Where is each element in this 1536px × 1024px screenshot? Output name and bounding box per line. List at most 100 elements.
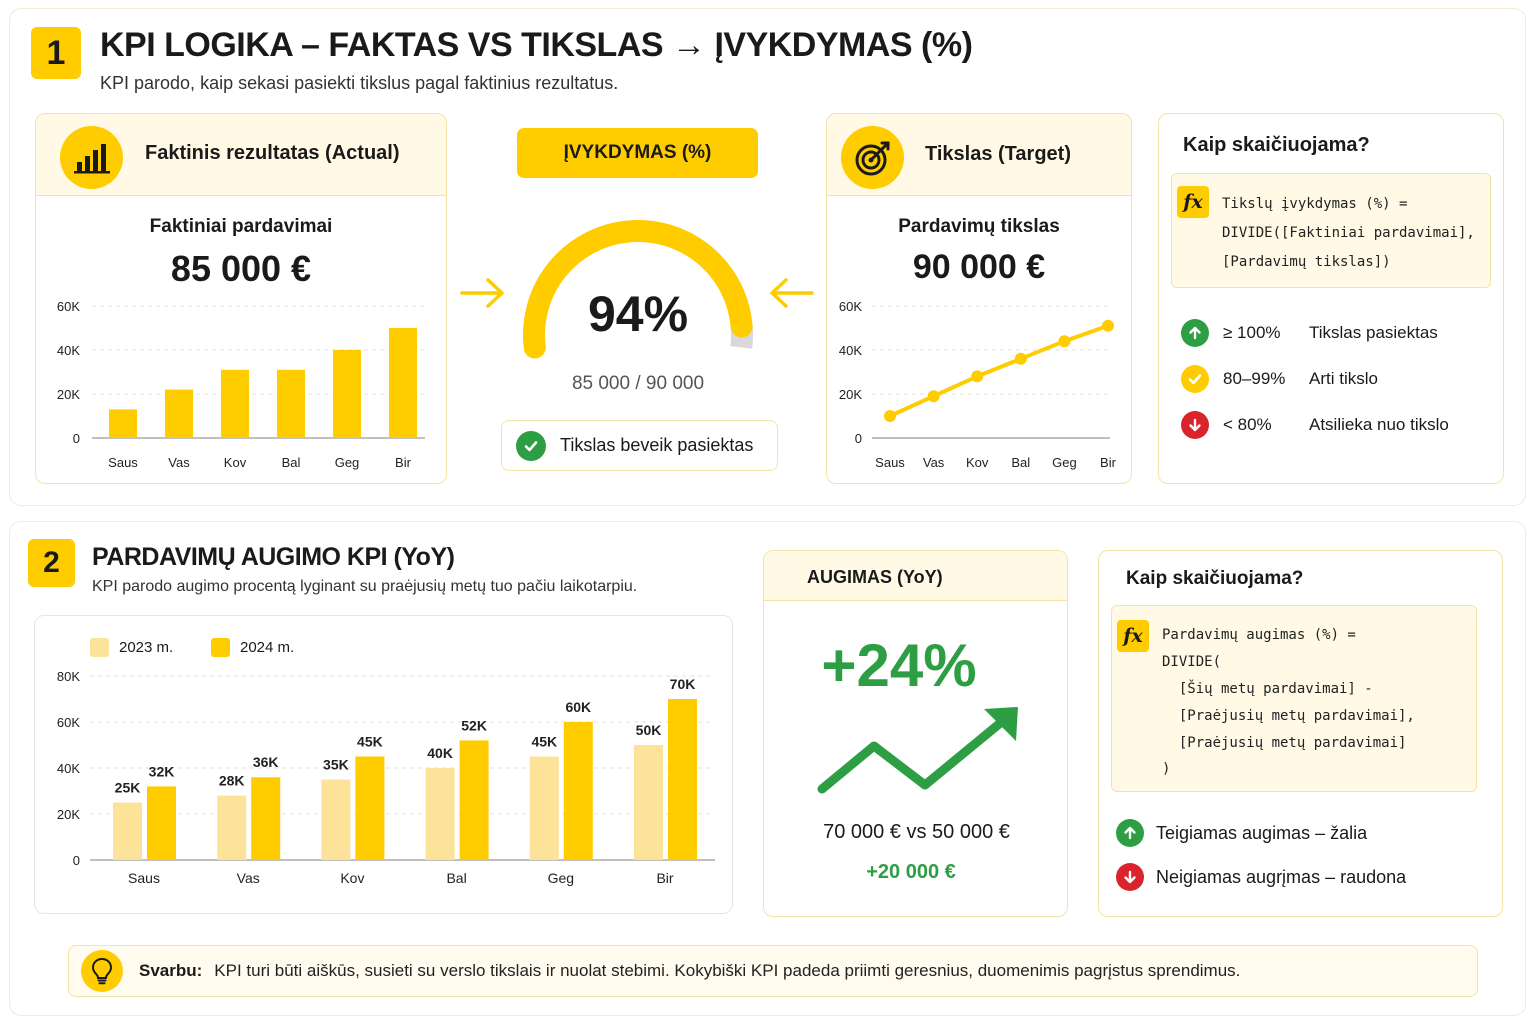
legend-swatch-2024	[211, 638, 230, 657]
data-point	[1014, 352, 1027, 365]
arrow-right-icon	[460, 278, 504, 308]
fulfillment-badge: ĮVYKDYMAS (%)	[517, 128, 758, 178]
x-tick-label: Vas	[923, 455, 945, 470]
data-point	[1058, 335, 1071, 348]
lightbulb-icon	[81, 950, 123, 992]
formula-line: DIVIDE([Faktiniai pardavimai],	[1222, 225, 1475, 241]
formula-line: [Pardavimų tikslas])	[1222, 254, 1391, 270]
formula-line: [Šių metų pardavimai] -	[1162, 681, 1373, 697]
legend-text: Tikslas pasiektas	[1309, 323, 1438, 342]
legend-text: Teigiamas augimas – žalia	[1156, 822, 1368, 843]
growth-diff: +20 000 €	[866, 861, 956, 883]
bar	[425, 768, 455, 860]
fulfillment-percent: 94%	[587, 286, 689, 342]
data-label: 52K	[461, 717, 487, 733]
legend-label-2024: 2024 m.	[240, 639, 295, 656]
data-label: 25K	[115, 780, 141, 796]
legend-text: Arti tikslo	[1309, 369, 1378, 388]
target-icon	[841, 126, 904, 189]
x-tick-label: Geg	[548, 870, 574, 886]
formula-line: Pardavimų augimas (%) =	[1162, 627, 1356, 643]
bar	[634, 745, 663, 860]
x-tick-label: Saus	[128, 870, 160, 886]
data-point	[1102, 319, 1114, 332]
actual-value: 85 000 €	[170, 248, 312, 289]
y-tick-label: 0	[855, 431, 862, 446]
arrow-down-icon	[1181, 411, 1209, 439]
y-tick-label: 0	[73, 853, 80, 868]
y-tick-label: 40K	[57, 761, 80, 776]
function-icon: fx	[1177, 186, 1209, 218]
bar	[529, 756, 559, 860]
check-icon	[516, 430, 546, 461]
section-2-subtitle: KPI parodo augimo procentą lyginant su p…	[92, 578, 638, 595]
y-tick-label: 40K	[57, 343, 80, 358]
bar	[251, 777, 281, 860]
bar	[333, 350, 361, 438]
bar	[147, 786, 176, 860]
bar	[109, 409, 137, 438]
data-point	[971, 370, 984, 383]
formula-line: [Praėjusių metų pardavimai],	[1162, 708, 1415, 724]
yoy-bar-chart: 0 20K 40K 60K 80K 25K 32K Saus 28K 36K Vas 35K 45K Ko…	[57, 669, 715, 886]
actual-label: Faktiniai pardavimai	[149, 216, 333, 237]
legend-text: Atsilieka nuo tikslo	[1309, 415, 1449, 434]
fulfillment-status-text: Tikslas beveik pasiektas	[560, 435, 754, 455]
x-tick-label: Bir	[656, 870, 673, 886]
formula-line: Tikslų įvykdymas (%) =	[1222, 196, 1408, 212]
x-tick-label: Bal	[282, 455, 301, 470]
x-tick-label: Kov	[966, 455, 989, 470]
bar	[355, 756, 385, 860]
bar	[321, 779, 351, 860]
check-icon	[1181, 365, 1209, 393]
fulfillment-status: Tikslas beveik pasiektas	[501, 420, 778, 471]
x-tick-label: Kov	[340, 870, 364, 886]
data-label: 45K	[531, 734, 557, 750]
calc-2-title: Kaip skaičiuojama?	[1126, 568, 1304, 589]
x-tick-label: Saus	[875, 455, 905, 470]
growth-value: +24%	[821, 632, 977, 699]
formula-box-1: fx Tikslų įvykdymas (%) = DIVIDE([Faktin…	[1171, 173, 1491, 288]
bar	[165, 389, 193, 438]
bar-chart-icon	[60, 126, 123, 189]
series-line	[889, 323, 1109, 418]
legend-row-positive: Teigiamas augimas – žalia	[1116, 819, 1367, 847]
legend-range: ≥ 100%	[1223, 323, 1281, 342]
x-tick-label: Bal	[446, 870, 466, 886]
x-tick-label: Vas	[237, 870, 260, 886]
note-bar: Svarbu: KPI turi būti aiškūs, susieti su…	[68, 945, 1478, 997]
x-tick-label: Saus	[108, 455, 138, 470]
growth-card: AUGIMAS (YoY) +24% 70 000 € vs 50 000 € …	[763, 550, 1068, 917]
formula-line: [Praėjusių metų pardavimai]	[1162, 735, 1407, 751]
legend-range: 80–99%	[1223, 369, 1286, 388]
target-header: Tikslas (Target)	[925, 143, 1071, 165]
bar	[459, 740, 489, 860]
legend-range: < 80%	[1223, 415, 1272, 434]
section-2-title: PARDAVIMŲ AUGIMO KPI (YoY)	[92, 543, 455, 571]
data-label: 50K	[636, 722, 662, 738]
calc-card-2: Kaip skaičiuojama? fx Pardavimų augimas …	[1098, 550, 1503, 917]
target-label: Pardavimų tikslas	[898, 216, 1060, 237]
x-tick-label: Bal	[1011, 455, 1030, 470]
section-1-number: 1	[31, 27, 81, 79]
y-tick-label: 40K	[839, 343, 862, 358]
trend-up-icon	[817, 707, 1018, 794]
x-tick-label: Vas	[168, 455, 190, 470]
formula-box-2: fx Pardavimų augimas (%) = DIVIDE( [Šių …	[1111, 605, 1477, 792]
y-tick-label: 60K	[57, 715, 80, 730]
calc-1-title: Kaip skaičiuojama?	[1183, 134, 1370, 156]
actual-header: Faktinis rezultatas (Actual)	[145, 142, 400, 164]
data-label: 32K	[149, 763, 175, 779]
y-tick-label: 60K	[839, 299, 862, 314]
data-label: 70K	[670, 676, 696, 692]
legend-row-negative: Neigiamas augrįmas – raudona	[1116, 863, 1406, 891]
x-tick-label: Geg	[335, 455, 360, 470]
actual-bar-chart: 0 20K 40K 60K Saus Vas Kov Bal Geg Bir	[57, 299, 425, 470]
legend-row-close: 80–99% Arti tikslo	[1181, 365, 1378, 393]
y-tick-label: 20K	[57, 807, 80, 822]
data-label: 35K	[323, 757, 349, 773]
legend-2024: 2024 m.	[211, 638, 294, 657]
data-label: 36K	[253, 754, 279, 770]
target-value: 90 000 €	[912, 248, 1046, 286]
arrow-down-icon	[1116, 863, 1144, 891]
